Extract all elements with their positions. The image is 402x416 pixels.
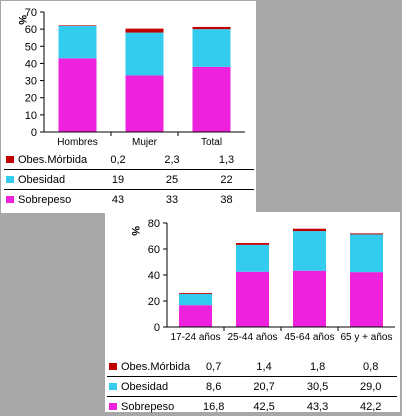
legend-cell: Obes.Mórbida	[4, 150, 91, 170]
bar-segment	[179, 305, 212, 327]
table-cell: 22	[199, 170, 254, 190]
x-category-label: 65 y + años	[341, 332, 393, 343]
table-cell: 1,3	[199, 150, 254, 170]
bar-segment	[293, 271, 326, 327]
bar-segment	[293, 229, 326, 231]
bar-segment	[59, 25, 97, 26]
legend-label: Sobrepeso	[18, 194, 71, 206]
bar-segment	[236, 245, 269, 272]
legend-cell: Obesidad	[107, 377, 190, 397]
table-cell: 43,3	[291, 397, 345, 416]
bar-segment	[179, 293, 212, 294]
table-cell: 1,8	[291, 357, 345, 377]
chart-panel-age: % 0 20 40 60 80 17-24 años 25-44 años 45-64 años…	[105, 212, 400, 412]
table-cell: 42,2	[344, 397, 397, 416]
table-cell: 43	[91, 190, 145, 210]
y-tick-label: 60	[148, 244, 160, 256]
table-cell: 0,8	[344, 357, 397, 377]
legend-cell: Obesidad	[4, 170, 91, 190]
y-tick-label: 40	[148, 270, 160, 282]
legend-cell: Obes.Mórbida	[107, 357, 190, 377]
bar-segment	[59, 26, 97, 59]
table-cell: 38	[199, 190, 254, 210]
legend-swatch	[109, 403, 117, 410]
bar-segment	[350, 272, 383, 327]
y-tick-label: 20	[25, 93, 37, 105]
legend-label: Obesidad	[18, 174, 65, 186]
bar-segment	[236, 272, 269, 327]
legend-swatch	[6, 156, 14, 163]
y-tick-label: 30	[25, 76, 37, 88]
table-cell: 2,3	[145, 150, 199, 170]
table-cell: 20,7	[237, 377, 291, 397]
table-cell: 0,2	[91, 150, 145, 170]
legend-label: Obes.Mórbida	[121, 361, 190, 373]
bar-segment	[179, 294, 212, 305]
x-category-label: Mujer	[132, 137, 158, 148]
legend-label: Sobrepeso	[121, 401, 174, 413]
x-category-label: 17-24 años	[170, 332, 220, 343]
legend-cell: Sobrepeso	[107, 397, 190, 416]
y-tick-label: 20	[148, 296, 160, 308]
table-cell: 0,7	[190, 357, 237, 377]
table-cell: 29,0	[344, 377, 397, 397]
bar-segment	[350, 233, 383, 234]
legend-swatch	[109, 363, 117, 370]
y-tick-label: 60	[25, 24, 37, 36]
legend-label: Obes.Mórbida	[18, 154, 87, 166]
y-tick-label: 80	[148, 218, 160, 230]
bar-segment	[126, 33, 164, 76]
table-cell: 30,5	[291, 377, 345, 397]
bar-segment	[193, 67, 231, 132]
legend-swatch	[109, 383, 117, 390]
x-category-label: Total	[201, 137, 222, 148]
table-cell: 8,6	[190, 377, 237, 397]
bar-segment	[293, 231, 326, 271]
legend-swatch	[6, 196, 14, 203]
bar-segment	[193, 27, 231, 29]
y-tick-label: 40	[25, 58, 37, 70]
table-cell: 42,5	[237, 397, 291, 416]
x-category-label: 25-44 años	[227, 332, 277, 343]
chart-age: % 0 20 40 60 80 17-24 años 25-44 años 45-64 años…	[105, 212, 400, 352]
legend-cell: Sobrepeso	[4, 190, 91, 210]
x-category-label: Hombres	[57, 137, 98, 148]
x-category-label: 45-64 años	[284, 332, 334, 343]
y-tick-label: 0	[154, 322, 160, 334]
table-cell: 19	[91, 170, 145, 190]
y-tick-label: 50	[25, 41, 37, 53]
y-tick-label: 70	[25, 7, 37, 19]
table-cell: 1,4	[237, 357, 291, 377]
legend-swatch	[6, 176, 14, 183]
y-tick-label: 0	[31, 127, 37, 139]
table-cell: 33	[145, 190, 199, 210]
bar-segment	[126, 75, 164, 132]
y-axis-label: %	[129, 226, 141, 236]
bar-segment	[126, 29, 164, 33]
y-tick-label: 10	[25, 110, 37, 122]
legend-label: Obesidad	[121, 381, 168, 393]
bar-segment	[236, 243, 269, 245]
bar-segment	[350, 234, 383, 272]
table-cell: 16,8	[190, 397, 237, 416]
table-cell: 25	[145, 170, 199, 190]
bar-segment	[193, 29, 231, 67]
bar-segment	[59, 58, 97, 132]
